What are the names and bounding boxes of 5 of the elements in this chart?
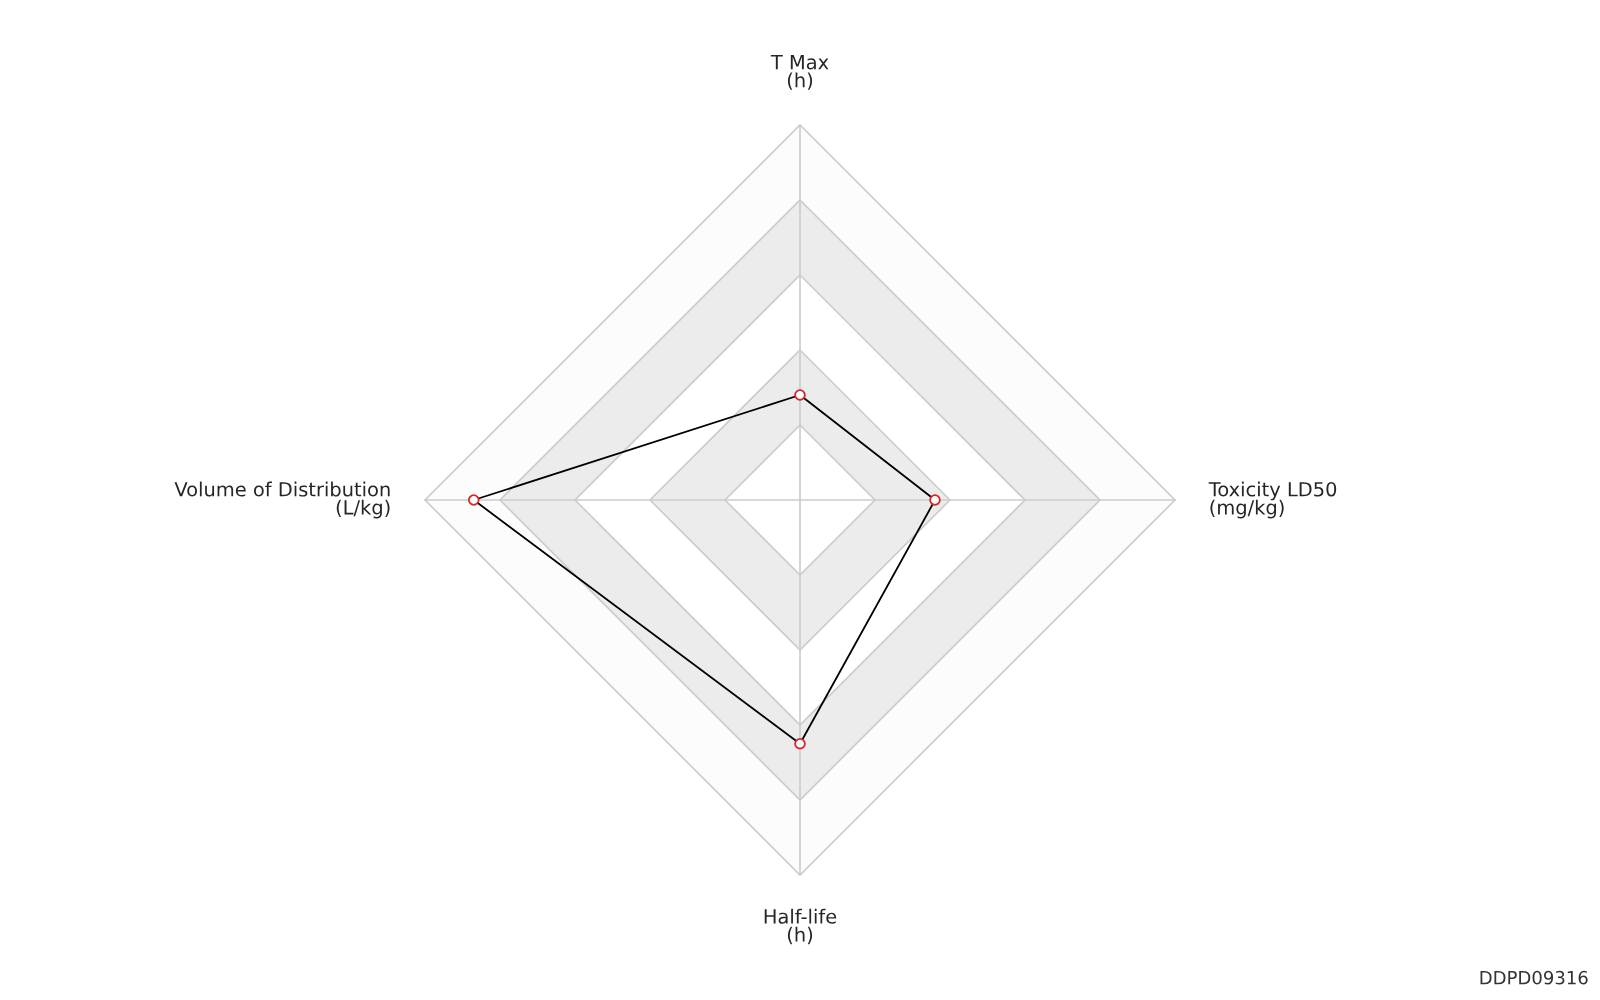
text: DDPD09316 bbox=[1480, 970, 1588, 985]
spoke-label: Toxicity LD50 (mg/kg) bbox=[1208, 481, 1337, 519]
spoke-label: T Max (h) bbox=[770, 54, 829, 90]
spoke-label: Volume of Distribution (L/kg) bbox=[174, 481, 390, 519]
spoke-label: Half-life (h) bbox=[764, 908, 837, 945]
